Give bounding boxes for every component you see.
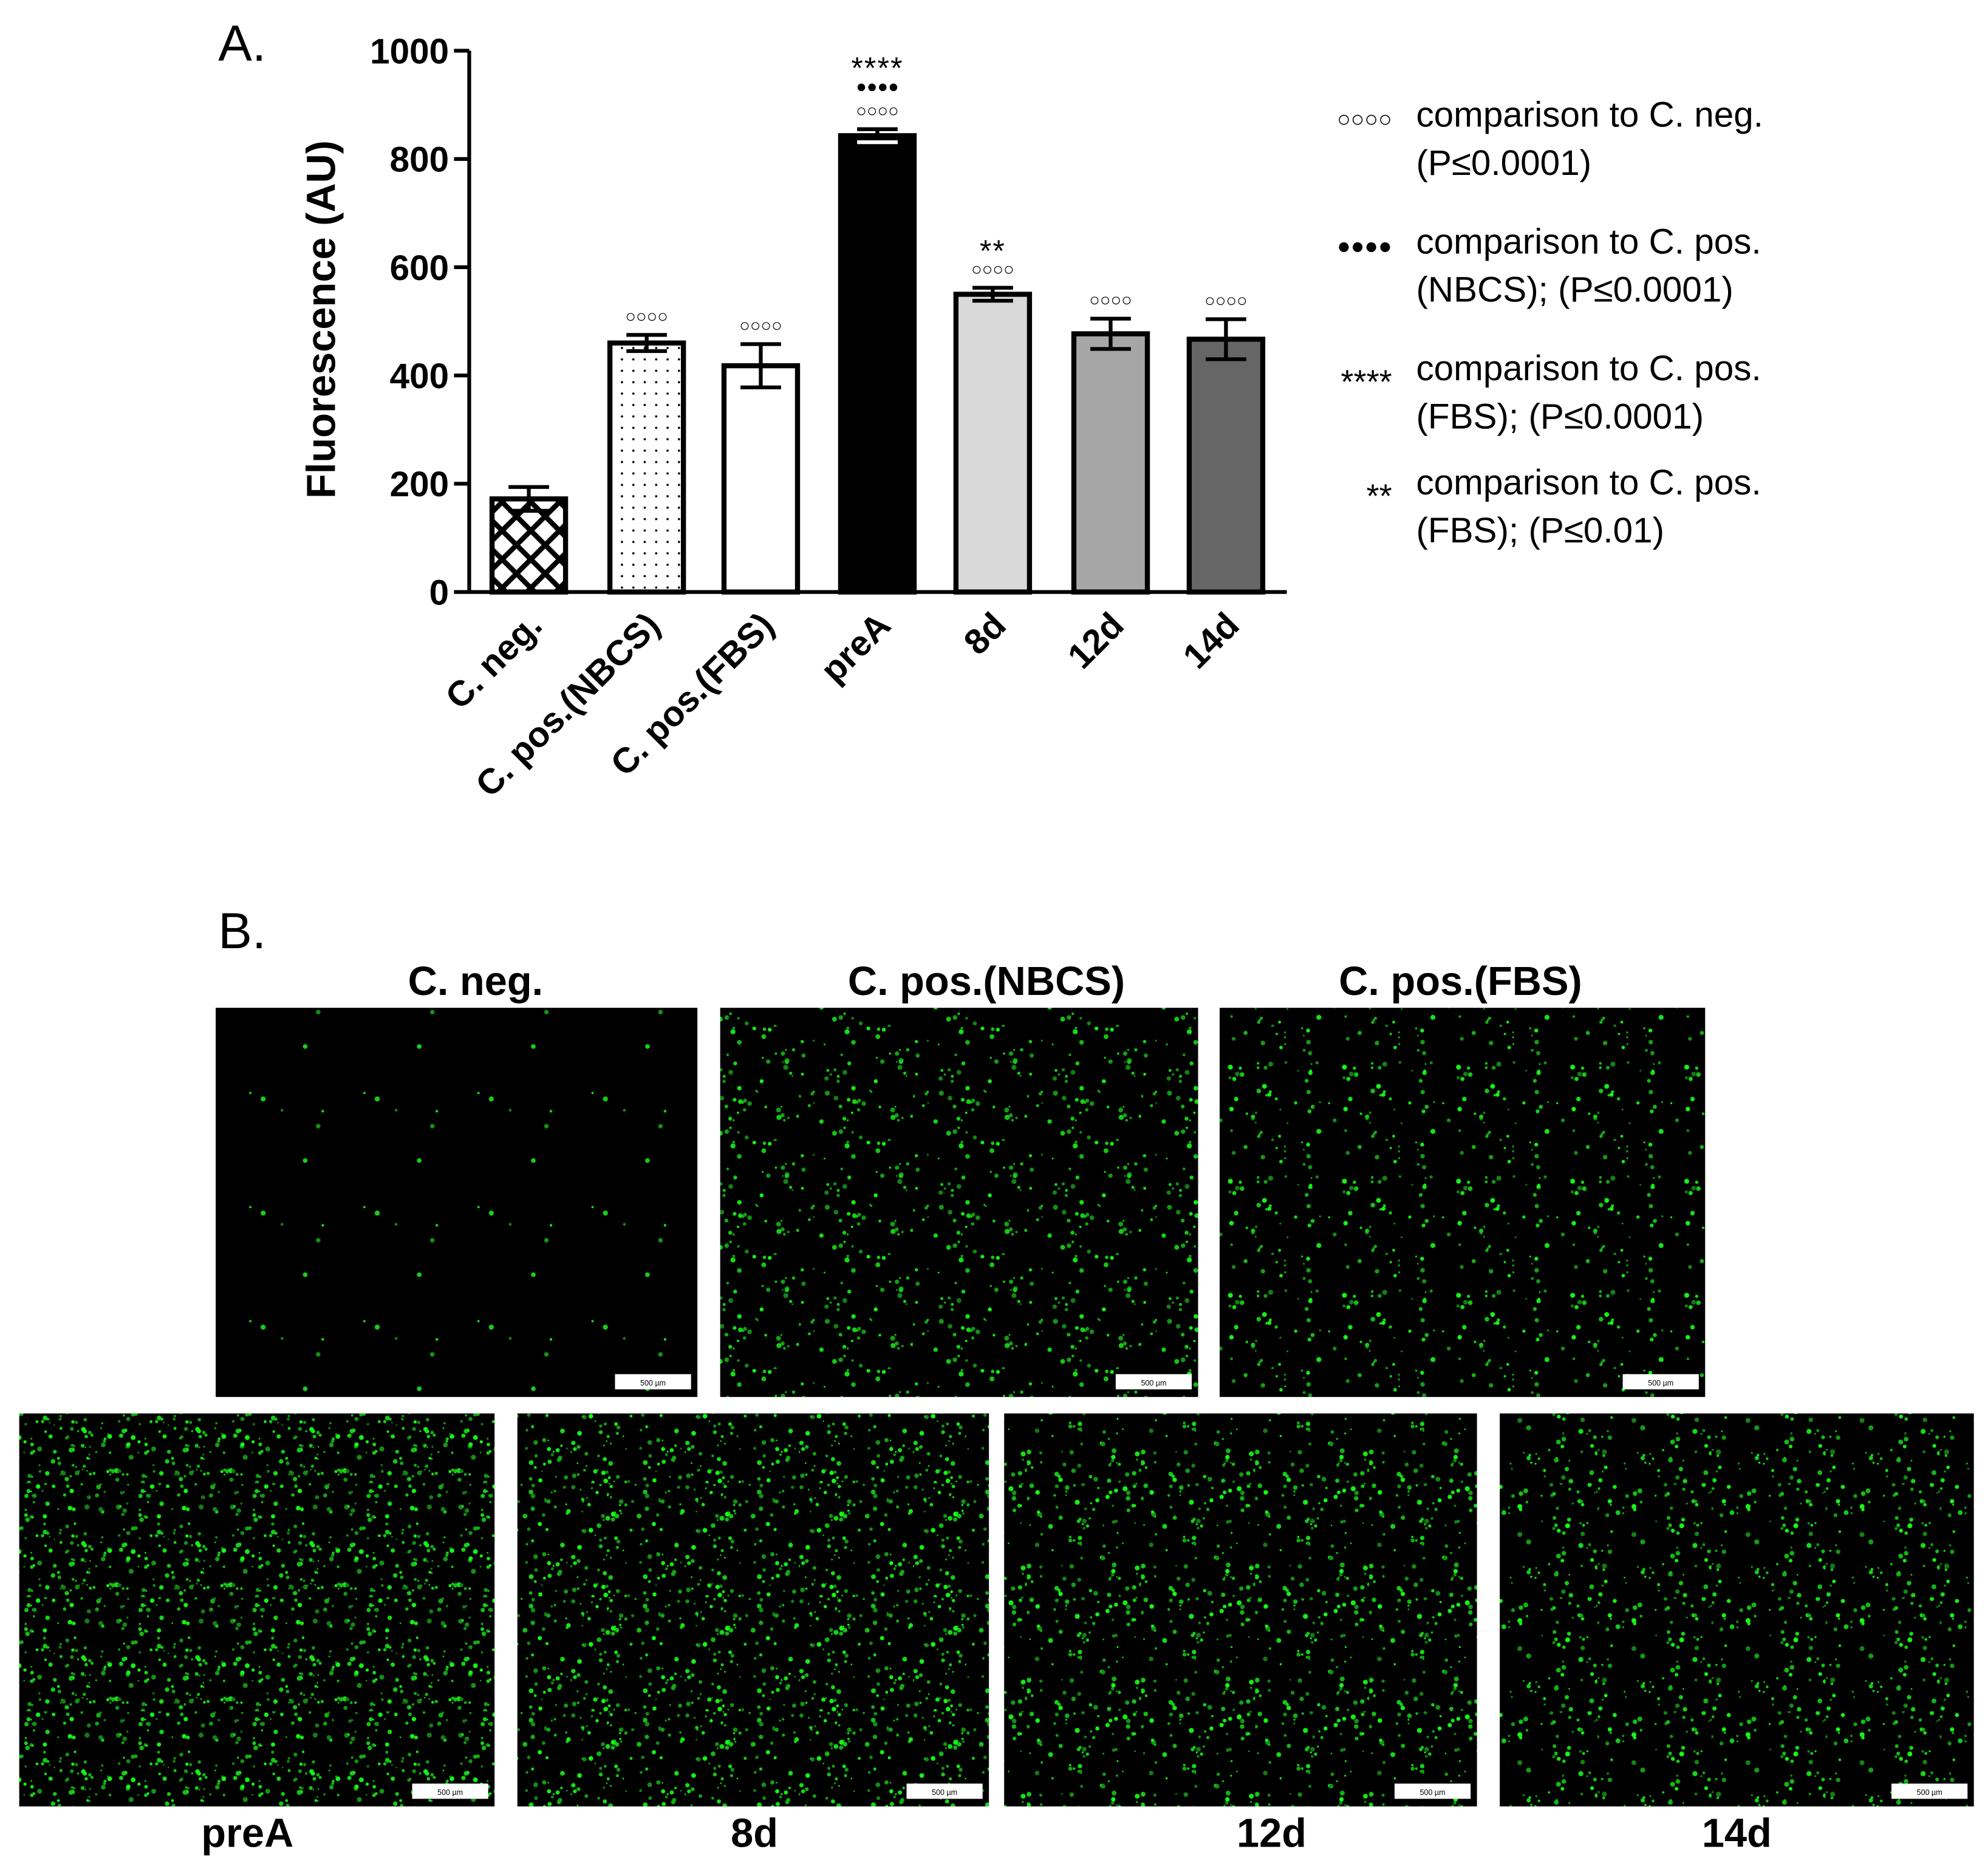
image-label: C. pos.(FBS) [1339,959,1582,1004]
scale-bar-box [1622,1374,1699,1390]
bar-chart: 0 200 400 600 800 1000 Fluorescence (AU) C. neg… [299,32,1763,804]
scale-bar-box [1394,1783,1471,1799]
micrograph [517,1413,989,1806]
image-label: C. neg. [408,959,544,1004]
scale-bar-label: 500 µm [1648,1379,1673,1387]
image-label: 12d [1237,1811,1307,1856]
scale-bar-label: 500 µm [640,1379,666,1387]
bar [489,496,569,595]
legend-text: (P≤0.0001) [1416,143,1591,183]
significance-marker: ○○○○ [856,101,899,121]
scale-bar-box [1891,1783,1968,1799]
significance-marker: ** [980,234,1006,268]
image-label: C. pos.(NBCS) [848,959,1125,1004]
x-tick-label: 8d [956,605,1013,662]
x-tick-label: 14d [1176,605,1247,676]
legend-text: (FBS); (P≤0.0001) [1416,397,1704,436]
micrograph [720,1008,1198,1397]
micrograph [19,1413,495,1806]
bar [1071,331,1150,595]
scale-bar-label: 500 µm [1420,1788,1446,1797]
y-tick-label: 1000 [370,32,449,71]
scale-bar-label: 500 µm [1917,1788,1942,1797]
y-tick-label: 400 [390,357,449,396]
significance-marker: ○○○○ [739,316,782,336]
micrograph [1500,1413,1974,1806]
micrograph [1004,1413,1477,1806]
x-tick-label: preA [813,605,898,690]
legend-text: (NBCS); (P≤0.0001) [1416,270,1733,310]
significance-marker: ○○○○ [1204,292,1248,311]
panel-label: B. [218,902,266,959]
legend-text: comparison to C. pos. [1416,463,1761,502]
y-tick-label: 200 [390,465,449,504]
x-tick-label: 12d [1061,605,1132,676]
bar [838,133,917,595]
significance-marker: ●●●● [856,77,899,97]
scale-bar-box [1115,1374,1192,1390]
image-label: preA [201,1811,293,1856]
bar [1186,337,1266,595]
image-label: 14d [1702,1811,1772,1856]
scale-bar-box [615,1374,691,1390]
bar [721,363,801,595]
y-tick-label: 600 [390,248,449,288]
y-axis-label: Fluorescence (AU) [299,140,344,499]
scale-bar-box [906,1783,983,1799]
legend-symbol: **** [1341,364,1392,400]
significance-marker: ○○○○ [971,260,1014,279]
legend-text: comparison to C. pos. [1416,222,1761,261]
significance-marker: **** [851,51,903,85]
scale-bar-label: 500 µm [1141,1379,1166,1387]
legend-text: comparison to C. pos. [1416,349,1761,388]
significance-marker: ○○○○ [1089,291,1132,310]
legend-text: (FBS); (P≤0.01) [1416,511,1664,550]
image-label: 8d [731,1811,778,1856]
legend-symbol: ○○○○ [1337,106,1392,132]
scale-bar-label: 500 µm [932,1788,957,1797]
panel-label: A. [218,15,266,72]
micrograph [216,1008,698,1397]
x-tick-label: C. neg. [438,605,550,717]
scale-bar-label: 500 µm [437,1788,463,1797]
legend-text: comparison to C. neg. [1416,95,1763,135]
legend-symbol: ●●●● [1337,233,1392,258]
legend-symbol: ** [1367,478,1392,514]
micrograph-panel: 500 µm C. neg. 500 µm C. pos.(NBCS) 500 µm C.… [19,959,1974,1856]
bar [607,340,686,595]
scale-bar-box [412,1783,488,1799]
micrograph [1219,1008,1706,1397]
significance-marker: ○○○○ [625,307,668,326]
y-tick-label: 0 [429,573,449,612]
bar [953,292,1033,595]
y-tick-label: 800 [390,140,449,180]
